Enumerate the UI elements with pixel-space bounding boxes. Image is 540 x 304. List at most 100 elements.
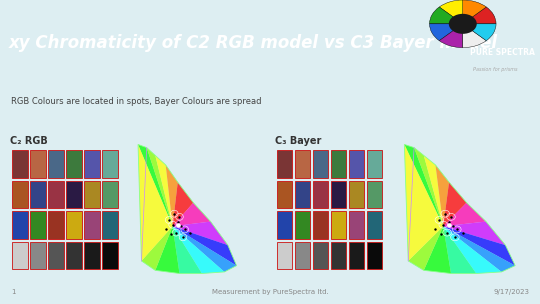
Polygon shape xyxy=(443,226,515,272)
Bar xyxy=(276,211,292,239)
Polygon shape xyxy=(404,144,443,261)
Bar xyxy=(30,211,45,239)
Polygon shape xyxy=(443,226,502,274)
Polygon shape xyxy=(424,155,443,226)
Bar xyxy=(30,181,45,208)
Bar xyxy=(330,181,346,208)
Point xyxy=(449,224,457,229)
Polygon shape xyxy=(156,155,173,226)
Bar xyxy=(84,181,99,208)
Bar xyxy=(349,242,364,269)
Bar xyxy=(330,211,346,239)
Polygon shape xyxy=(166,165,178,226)
Polygon shape xyxy=(138,144,173,226)
Point xyxy=(453,227,461,232)
Bar xyxy=(276,242,292,269)
Point xyxy=(177,224,186,229)
Polygon shape xyxy=(173,226,237,266)
Bar xyxy=(12,150,28,178)
Wedge shape xyxy=(429,24,463,41)
Polygon shape xyxy=(414,148,443,226)
Bar xyxy=(330,242,346,269)
Point xyxy=(439,222,448,227)
Bar xyxy=(276,181,292,208)
Bar xyxy=(367,181,382,208)
Polygon shape xyxy=(173,203,211,226)
Bar xyxy=(102,150,118,178)
Wedge shape xyxy=(439,0,463,24)
Bar xyxy=(313,181,328,208)
Point xyxy=(175,214,184,219)
Point xyxy=(170,211,179,216)
Point xyxy=(179,235,187,240)
Point xyxy=(445,219,454,224)
Bar xyxy=(48,181,64,208)
Bar xyxy=(295,181,310,208)
Bar xyxy=(367,242,382,269)
Polygon shape xyxy=(443,182,467,226)
Polygon shape xyxy=(408,226,443,270)
Text: 1: 1 xyxy=(11,289,15,295)
Bar xyxy=(30,150,45,178)
Point xyxy=(450,235,459,240)
Bar xyxy=(48,211,64,239)
Text: Measurement by PureSpectra ltd.: Measurement by PureSpectra ltd. xyxy=(212,289,328,295)
Polygon shape xyxy=(141,226,173,270)
Point xyxy=(431,227,440,232)
Point xyxy=(445,222,454,227)
Bar xyxy=(66,211,82,239)
Wedge shape xyxy=(439,24,463,48)
Text: 9/17/2023: 9/17/2023 xyxy=(493,289,529,295)
Bar xyxy=(102,242,118,269)
Text: xy Chromaticity of C2 RGB model vs C3 Bayer model: xy Chromaticity of C2 RGB model vs C3 Ba… xyxy=(9,33,497,52)
Polygon shape xyxy=(443,222,505,245)
Bar xyxy=(367,150,382,178)
Polygon shape xyxy=(424,226,451,274)
Point xyxy=(173,222,182,227)
Bar xyxy=(102,211,118,239)
Bar xyxy=(313,150,328,178)
Wedge shape xyxy=(429,7,463,24)
Polygon shape xyxy=(138,144,173,261)
Bar xyxy=(48,150,64,178)
Polygon shape xyxy=(173,226,202,274)
Bar xyxy=(66,150,82,178)
Bar xyxy=(349,150,364,178)
Bar xyxy=(367,211,382,239)
Polygon shape xyxy=(435,165,449,226)
Point xyxy=(172,230,180,235)
Point xyxy=(168,222,177,227)
Bar xyxy=(295,242,310,269)
Bar xyxy=(102,181,118,208)
Bar xyxy=(84,242,99,269)
Point xyxy=(186,230,194,235)
Polygon shape xyxy=(443,226,476,274)
Point xyxy=(161,227,170,232)
Text: C₂ RGB: C₂ RGB xyxy=(10,136,48,146)
Polygon shape xyxy=(173,222,228,245)
Bar xyxy=(330,150,346,178)
Text: Passion for prisms: Passion for prisms xyxy=(472,67,517,72)
Text: C₃ Bayer: C₃ Bayer xyxy=(275,136,322,146)
Wedge shape xyxy=(463,7,496,24)
Point xyxy=(165,218,173,223)
Bar xyxy=(12,181,28,208)
Wedge shape xyxy=(463,0,487,24)
Bar xyxy=(295,211,310,239)
Polygon shape xyxy=(443,226,515,266)
Point xyxy=(447,214,455,219)
Bar xyxy=(349,181,364,208)
Wedge shape xyxy=(463,24,487,48)
Bar xyxy=(313,211,328,239)
Polygon shape xyxy=(147,148,173,226)
Bar xyxy=(313,242,328,269)
Bar xyxy=(349,211,364,239)
Text: RGB Colours are located in spots, Bayer Colours are spread: RGB Colours are located in spots, Bayer … xyxy=(11,97,261,106)
Point xyxy=(441,211,449,216)
Bar xyxy=(66,181,82,208)
Polygon shape xyxy=(173,226,225,274)
Circle shape xyxy=(449,14,477,34)
Bar xyxy=(30,242,45,269)
Point xyxy=(166,232,175,237)
Bar xyxy=(12,211,28,239)
